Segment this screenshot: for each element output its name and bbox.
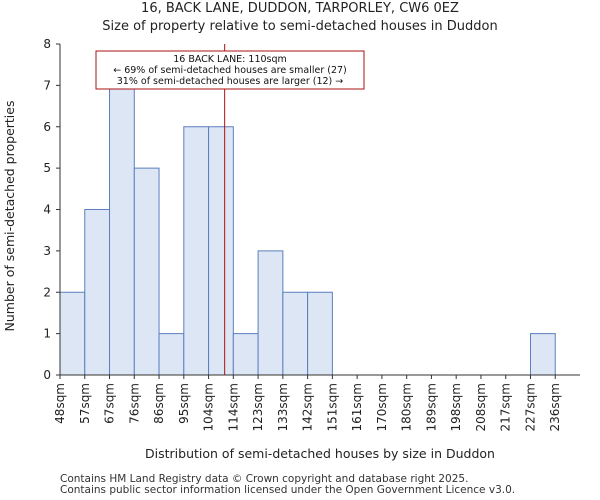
y-tick-label-2: 2 [43, 285, 51, 299]
x-tick-label-76sqm: 76sqm [127, 383, 141, 424]
bar-133sqm [282, 291, 309, 376]
bar-142sqm [307, 291, 333, 376]
y-tick-label-0: 0 [43, 368, 51, 382]
axes-layer: 0 1 2 3 4 5 6 7 8 48sqm 57sqm 67sqm 76sqm 86sqm 95sqm 1… [43, 37, 580, 431]
x-axis-label: Distribution of semi-detached houses by … [145, 446, 495, 461]
bar-227sqm [529, 333, 556, 376]
bar-57sqm [84, 209, 111, 376]
x-tick-label-170sqm: 170sqm [375, 383, 389, 431]
annotation-line-1: 16 BACK LANE: 110sqm [173, 54, 287, 65]
bar-123sqm [257, 250, 284, 376]
x-tick-label-95sqm: 95sqm [177, 383, 191, 424]
x-tick-label-133sqm: 133sqm [276, 383, 290, 431]
x-tick-label-123sqm: 123sqm [251, 383, 265, 431]
chart-title: 16, BACK LANE, DUDDON, TARPORLEY, CW6 0E… [141, 1, 459, 16]
x-tick-label-227sqm: 227sqm [523, 383, 537, 431]
x-tick-label-208sqm: 208sqm [474, 383, 488, 431]
bar-67sqm [109, 84, 135, 376]
bars-layer [59, 84, 556, 376]
bar-95sqm [183, 126, 210, 376]
x-tick-label-161sqm: 161sqm [350, 383, 364, 431]
chart-subtitle: Size of property relative to semi-detach… [102, 19, 498, 34]
x-tick-label-236sqm: 236sqm [548, 383, 562, 431]
x-tick-label-180sqm: 180sqm [400, 383, 414, 431]
y-tick-label-4: 4 [43, 203, 51, 217]
x-tick-label-217sqm: 217sqm [499, 383, 513, 431]
x-tick-label-57sqm: 57sqm [78, 383, 92, 424]
x-tick-label-151sqm: 151sqm [325, 383, 339, 431]
y-tick-label-7: 7 [43, 78, 51, 92]
x-tick-label-142sqm: 142sqm [301, 383, 315, 431]
bar-114sqm [232, 333, 259, 376]
y-tick-label-5: 5 [43, 161, 51, 175]
x-tick-label-48sqm: 48sqm [53, 383, 67, 424]
footer-line-1: Contains HM Land Registry data © Crown c… [60, 473, 469, 485]
marker-layer: 16 BACK LANE: 110sqm← 69% of semi-detach… [95, 44, 365, 375]
x-tick-label-67sqm: 67sqm [103, 383, 117, 424]
y-tick-label-3: 3 [43, 244, 51, 258]
footer-line-2: Contains public sector information licen… [60, 484, 516, 496]
y-tick-label-1: 1 [43, 327, 51, 341]
bar-48sqm [59, 291, 86, 376]
y-axis-label: Number of semi-detached properties [2, 101, 17, 332]
annotation-line-2: ← 69% of semi-detached houses are smalle… [113, 65, 347, 76]
bar-86sqm [158, 333, 185, 376]
annotation-box [95, 50, 365, 90]
bar-76sqm [133, 167, 160, 376]
x-tick-label-198sqm: 198sqm [449, 383, 463, 431]
annotation-line-3: 31% of semi-detached houses are larger (… [117, 76, 344, 87]
y-tick-label-6: 6 [43, 120, 51, 134]
x-tick-label-104sqm: 104sqm [202, 383, 216, 431]
y-tick-label-8: 8 [43, 37, 51, 51]
x-tick-label-86sqm: 86sqm [152, 383, 166, 424]
x-tick-label-114sqm: 114sqm [226, 383, 240, 431]
x-tick-label-189sqm: 189sqm [424, 383, 438, 431]
bar-104sqm [208, 126, 234, 376]
